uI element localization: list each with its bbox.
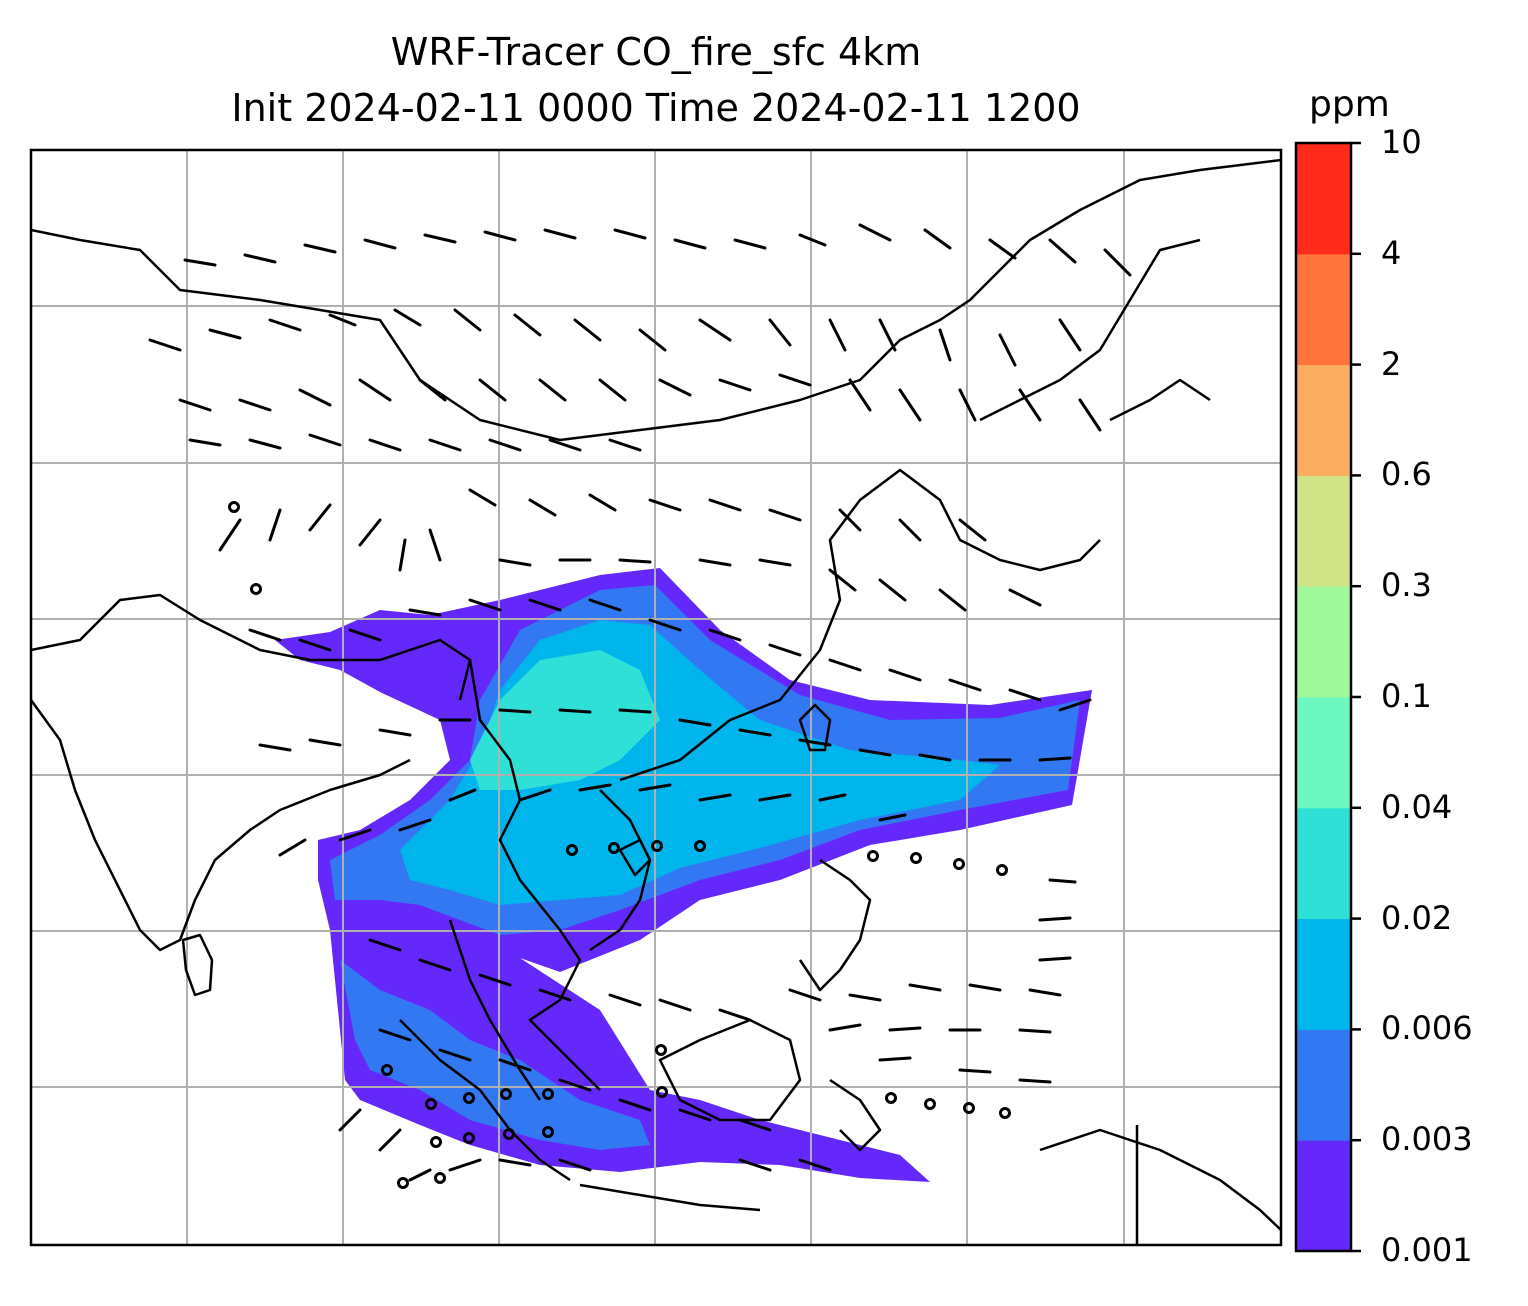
colorbar-tick-label: 2	[1381, 344, 1402, 383]
colorbar-unit-label: ppm	[1309, 84, 1390, 125]
coastlines	[31, 158, 1281, 1245]
colorbar-segment	[1296, 253, 1351, 366]
borneo	[658, 1018, 802, 1122]
colorbar-segment	[1296, 697, 1351, 809]
colorbar	[1294, 141, 1361, 1253]
india-coast	[31, 699, 411, 952]
colorbar-segment	[1296, 586, 1351, 698]
co-fire-plume	[275, 568, 1092, 1182]
philippines	[798, 858, 872, 992]
plume-level-0.003-south	[340, 960, 650, 1150]
map-area	[31, 150, 1281, 1245]
vietnam-coast	[589, 789, 652, 952]
colorbar-segment	[1296, 364, 1351, 476]
colorbar-tick-label: 4	[1381, 233, 1402, 272]
colorbar-tick-label: 0.003	[1381, 1120, 1473, 1159]
wind-barbs	[148, 223, 1132, 1182]
colorbar-tick-label: 0.04	[1381, 787, 1453, 826]
colorbar-tick-label: 0.1	[1381, 677, 1432, 715]
colorbar-tick-label: 0.3	[1381, 566, 1432, 605]
sulawesi	[829, 1078, 882, 1152]
korea-japan	[979, 238, 1211, 422]
taiwan	[798, 703, 832, 752]
java	[579, 1183, 761, 1212]
map-title-line1: WRF-Tracer CO_fire_sfc 4km	[390, 30, 922, 74]
sumatra	[399, 1019, 571, 1182]
gridlines	[31, 150, 1281, 1245]
colorbar-segment	[1296, 807, 1351, 920]
new-guinea	[1039, 1128, 1281, 1231]
map-frame	[29, 148, 1283, 1247]
south-asia-border	[31, 593, 472, 701]
colorbar-segment	[1296, 918, 1351, 1030]
sri-lanka	[181, 933, 214, 997]
colorbar-segment	[1296, 1140, 1351, 1252]
colorbar-tick-label: 0.02	[1381, 898, 1453, 937]
indochina	[468, 659, 601, 1091]
colorbar-segment	[1296, 143, 1351, 255]
colorbar-tick-label: 10	[1381, 123, 1422, 161]
northern-border	[31, 158, 1281, 442]
colorbar-segment	[1296, 1029, 1351, 1141]
plume-level-0.02	[470, 650, 660, 790]
colorbar-tick-label: 0.6	[1381, 455, 1432, 494]
colorbar-tick-label: 0.001	[1381, 1231, 1473, 1269]
colorbar-segment	[1296, 475, 1351, 587]
colorbar-tick-label: 0.006	[1381, 1009, 1473, 1048]
malay-peninsula	[448, 919, 542, 1101]
calm-wind-markers	[228, 501, 1011, 1189]
hainan	[618, 838, 652, 877]
china-coast	[619, 468, 1101, 782]
map-title-line2: Init 2024-02-11 0000 Time 2024-02-11 120…	[231, 86, 1081, 130]
